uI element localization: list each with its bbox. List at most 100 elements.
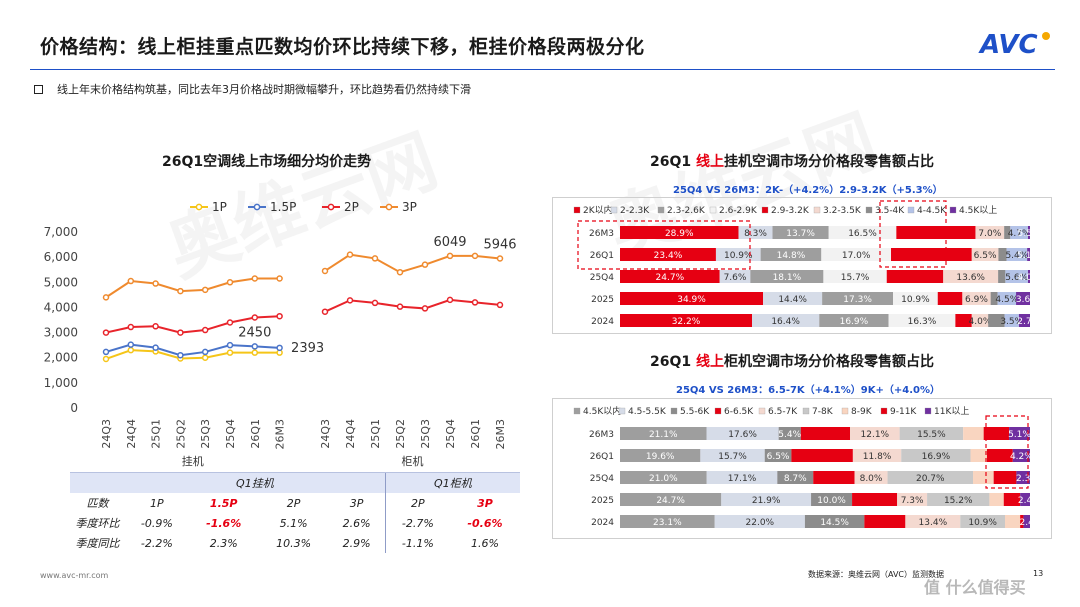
bar-data-label: 4.2% (1010, 452, 1033, 462)
bar-segment (893, 292, 938, 305)
bar-segment (715, 248, 761, 261)
y-tick-label: 6,000 (44, 250, 78, 264)
category-label: 2024 (591, 518, 614, 528)
series-2P-cabinet-point (321, 308, 329, 315)
bar-segment (620, 292, 764, 305)
series-2P-hang-point (177, 329, 184, 336)
bar-segment (760, 248, 822, 261)
legend-label: 11K以上 (934, 406, 969, 417)
left-chart-title: 26Q1空调线上市场细分均价走势 (162, 154, 372, 170)
category-label: 2025 (591, 295, 614, 305)
category-label: 25Q4 (590, 474, 615, 484)
bar-segment (899, 427, 964, 440)
bar-segment (819, 314, 889, 327)
bar-data-label: 23.4% (654, 251, 683, 261)
bar-data-label: 3.5% (1000, 317, 1023, 327)
bar-segment (864, 515, 906, 528)
series-1_5P-hang-point (152, 344, 159, 351)
bar-segment (1018, 314, 1030, 327)
series-1_5P-hang-point (251, 343, 259, 350)
bar-data-label: 13.4% (919, 518, 948, 528)
bar-data-label: 5.1% (1017, 251, 1040, 261)
bar-data-label: 4.0% (1018, 273, 1041, 283)
series-2P-hang-point (226, 319, 234, 326)
bar-data-label: 14.8% (777, 251, 806, 261)
bar-data-label: 15.7% (841, 273, 870, 283)
metrics-row: 季度环比 -0.9% -1.6% 5.1% 2.6% -2.7% -0.6% (70, 513, 520, 533)
bar-segment (821, 248, 892, 261)
bar-segment (891, 248, 972, 261)
metrics-row: 匹数 1P 1.5P 2P 3P 2P 3P (70, 493, 520, 513)
bar-segment (896, 226, 976, 239)
bar-segment (772, 226, 829, 239)
metrics-cell: -2.7% (384, 513, 450, 533)
x-tick-label: 25Q2 (174, 419, 187, 449)
series-1P-hang-point (102, 355, 110, 363)
legend-label: 1P (212, 200, 227, 214)
bar-segment (1020, 515, 1024, 528)
series-1P-hang-point (201, 354, 209, 361)
bar-data-label: 2.4 (1018, 496, 1033, 506)
bar-segment (963, 427, 984, 440)
metrics-row: 季度同比 -2.2% 2.3% 10.3% 2.9% -1.1% 1.6% (70, 533, 520, 553)
series-1_5P-hang-point (102, 348, 110, 356)
x-tick-label: 25Q4 (444, 419, 457, 449)
legend-label: 2.6-2.9K (719, 206, 758, 216)
bar-data-label: 10.9% (901, 295, 930, 305)
category-label: 25Q4 (590, 273, 615, 283)
metrics-cell: 5.1% (279, 516, 308, 530)
legend-label: 2P (344, 200, 359, 214)
bar-data-label: 18.1% (773, 273, 802, 283)
bar-segment (1004, 226, 1011, 239)
x-tick-label: 25Q1 (150, 419, 163, 449)
y-tick-label: 1,000 (44, 376, 78, 390)
metrics-cell: -1.1% (384, 533, 450, 553)
bar-data-label: 16.5% (848, 229, 877, 239)
bar-segment (854, 471, 888, 484)
bar-segment (990, 292, 998, 305)
page-number: 13 (1033, 569, 1044, 578)
bar-segment (983, 427, 1010, 440)
series-2P-hang-point (127, 323, 135, 331)
bar-segment (764, 449, 792, 462)
bar-segment (887, 471, 974, 484)
x-tick-label: 25Q3 (199, 419, 212, 449)
bar-data-label: 4.0% (969, 317, 992, 327)
legend-swatch (761, 206, 769, 214)
metrics-cell: -2.2% (140, 536, 173, 550)
series-3P-cabinet-line (324, 253, 501, 274)
metrics-row-label: 季度同比 (75, 537, 120, 550)
bar-segment (620, 471, 707, 484)
bar-segment (1027, 270, 1030, 283)
bar-segment (955, 314, 972, 327)
metrics-header-hang: Q1挂机 (125, 472, 386, 493)
legend-label: 4-4.5K (917, 206, 947, 216)
metrics-cell: 2P (286, 496, 301, 510)
metrics-cell: 1.5P (209, 496, 238, 510)
legend-marker (253, 203, 261, 211)
bar-data-label: 3.6 (1016, 295, 1031, 305)
bar-data-label: 10.9% (724, 251, 753, 261)
x-tick-label: 25Q3 (419, 419, 432, 449)
metrics-cell: 10.3% (276, 536, 312, 550)
bar-segment (620, 515, 715, 528)
legend-label: 2K以内 (583, 204, 613, 216)
bar-segment (1010, 226, 1028, 239)
bar-data-label: 16.9% (840, 317, 869, 327)
series-1_5P-hang-point (201, 348, 209, 356)
bar-data-label: 11.8% (863, 452, 892, 462)
metrics-cell: -0.9% (140, 516, 173, 530)
bar-segment (1027, 226, 1030, 239)
y-tick-label: 7,000 (44, 225, 78, 239)
legend-marker (195, 203, 203, 211)
y-tick-label: 2,000 (44, 351, 78, 365)
legend-label: 3P (402, 200, 417, 214)
bar-data-label: 2.3 (1016, 474, 1030, 484)
bar-segment (973, 471, 994, 484)
legend-swatch (670, 407, 678, 415)
bar-data-label: 5.5% (1018, 229, 1041, 239)
bar-segment (620, 314, 753, 327)
legend-label: 2.3-2.6K (667, 206, 706, 216)
series-2P-hang-line (105, 315, 280, 334)
highlight-box (985, 415, 1029, 489)
